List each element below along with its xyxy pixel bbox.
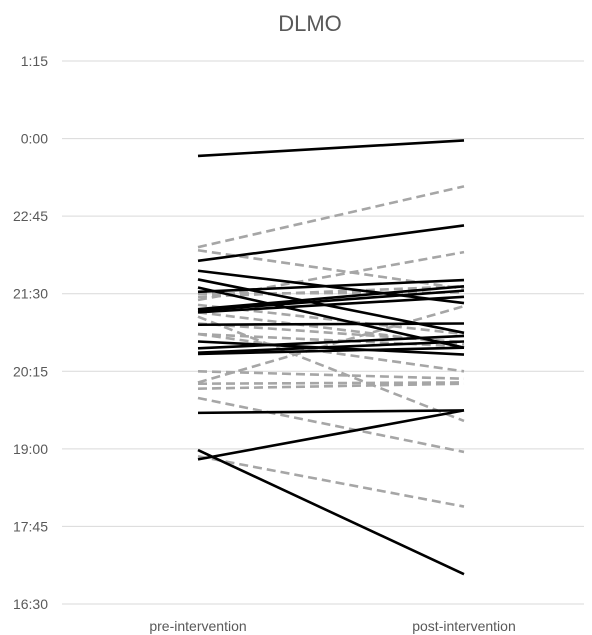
y-tick-label: 1:15 [21, 53, 48, 69]
series-line-solid [197, 295, 465, 314]
series-line-solid [197, 139, 465, 158]
series-line-dashed [197, 304, 465, 384]
series-line-dashed [197, 455, 465, 508]
series-line-solid [197, 278, 465, 335]
series-line-solid [197, 409, 465, 461]
y-tick-label: 21:30 [13, 286, 48, 302]
series-line-dashed [197, 248, 465, 291]
series-line-dashed [197, 332, 465, 373]
x-category-label: pre-intervention [149, 618, 246, 634]
y-tick-label: 22:45 [13, 208, 48, 224]
series-line-solid [197, 409, 465, 415]
series-line-dashed [197, 250, 465, 302]
gridlines [62, 60, 584, 605]
series-line-dashed [197, 369, 465, 381]
series-line-dashed [197, 396, 465, 454]
series-line-solid [197, 284, 465, 311]
series-line-dashed [197, 291, 465, 296]
series-line-dashed [197, 284, 465, 299]
y-tick-label: 0:00 [21, 131, 48, 147]
series-line-solid [197, 224, 465, 263]
y-tick-label: 17:45 [13, 518, 48, 534]
series-line-dashed [197, 311, 465, 346]
y-tick-label: 19:00 [13, 441, 48, 457]
series-line-dashed [197, 185, 465, 249]
x-category-label: post-intervention [412, 618, 516, 634]
y-tick-label: 20:15 [13, 363, 48, 379]
series-line-dashed [197, 381, 465, 385]
series-lines [197, 139, 465, 576]
series-line-solid [197, 346, 465, 356]
series-line-dashed [197, 315, 465, 423]
series-line-solid [197, 334, 465, 350]
series-line-dashed [197, 332, 465, 348]
x-axis-category-labels: pre-intervention post-intervention [149, 618, 515, 634]
series-line-solid [197, 448, 465, 576]
series-line-solid [197, 340, 465, 354]
series-line-solid [197, 289, 465, 312]
y-tick-label: 16:30 [13, 596, 48, 612]
series-line-dashed [197, 382, 465, 390]
series-line-dashed [197, 322, 465, 344]
series-line-solid [197, 278, 465, 294]
chart-title: DLMO [278, 11, 342, 36]
y-axis-tick-labels: 1:15 0:00 22:45 21:30 20:15 19:00 17:45 16:30 [13, 53, 48, 612]
